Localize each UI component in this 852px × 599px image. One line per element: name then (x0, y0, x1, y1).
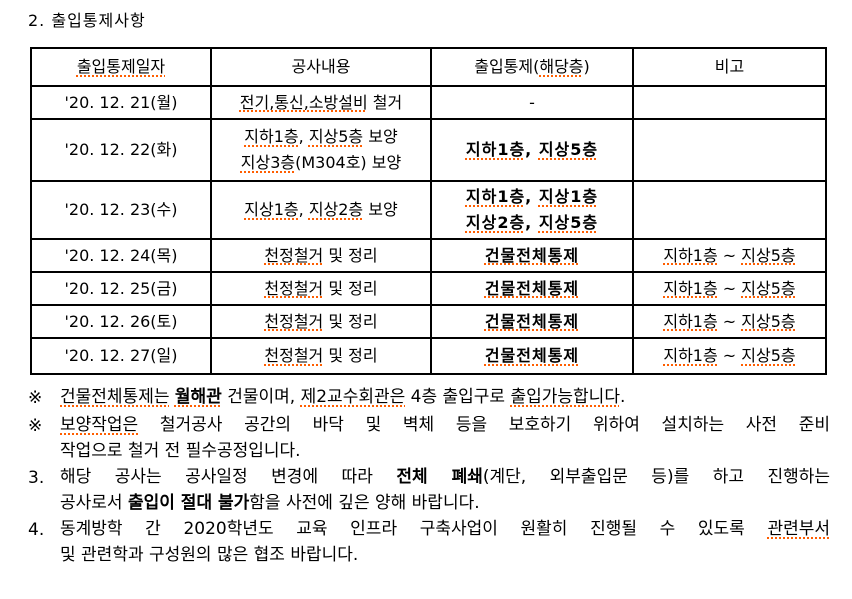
header-control-floors: 출입통제(해당층) (430, 47, 634, 87)
table-row: '20. 12. 21(월) 전기,통신,소방설비 철거 - (30, 85, 827, 120)
cell-control: 건물전체통제 (430, 337, 634, 375)
note-marker: ※ (28, 388, 43, 408)
cell-work: 지상1층, 지상2층 보양 (210, 180, 432, 240)
cell-date: '20. 12. 26(토) (30, 304, 212, 339)
table-row: '20. 12. 27(일) 천정철거 및 정리 건물전체통제 지하1층 ~ 지… (30, 337, 827, 375)
cell-work: 천정철거 및 정리 (210, 271, 432, 306)
note-line: 해당 공사는 공사일정 변경에 따라 전체 폐쇄(계단, 외부출입문 등)를 하… (60, 467, 830, 487)
cell-work: 천정철거 및 정리 (210, 304, 432, 339)
cell-control: - (430, 85, 634, 120)
cell-work: 천정철거 및 정리 (210, 238, 432, 273)
cell-control: 지하1층, 지상1층 지상2층, 지상5층 (430, 180, 634, 240)
table-row: '20. 12. 23(수) 지상1층, 지상2층 보양 지하1층, 지상1층 지… (30, 180, 827, 240)
cell-control: 건물전체통제 (430, 238, 634, 273)
cell-date: '20. 12. 27(일) (30, 337, 212, 375)
cell-remark (632, 85, 827, 120)
table-row: '20. 12. 26(토) 천정철거 및 정리 건물전체통제 지하1층 ~ 지… (30, 304, 827, 339)
header-control-date: 출입통제일자 (30, 47, 212, 87)
cell-control: 지하1층, 지상5층 (430, 118, 634, 182)
note-line: 건물전체통제는 월해관 건물이며, 제2교수회관은 4층 출입구로 출입가능합니… (60, 387, 626, 407)
table-row: '20. 12. 24(목) 천정철거 및 정리 건물전체통제 지하1층 ~ 지… (30, 238, 827, 273)
cell-remark: 지하1층 ~ 지상5층 (632, 238, 827, 273)
note-item-building-control: ※ 건물전체통제는 월해관 건물이며, 제2교수회관은 4층 출입구로 출입가능… (28, 384, 830, 412)
notes-section: ※ 건물전체통제는 월해관 건물이며, 제2교수회관은 4층 출입구로 출입가능… (28, 384, 830, 568)
note-line: 및 관련학과 구성원의 많은 협조 바랍니다. (60, 545, 359, 565)
note-marker: 3. (28, 468, 45, 488)
cell-date: '20. 12. 21(월) (30, 85, 212, 120)
cell-remark: 지하1층 ~ 지상5층 (632, 271, 827, 306)
page-title: 2. 출입통제사항 (28, 11, 146, 30)
cell-work: 천정철거 및 정리 (210, 337, 432, 375)
cell-remark (632, 118, 827, 182)
cell-control: 건물전체통제 (430, 304, 634, 339)
note-line: 작업으로 철거 전 필수공정입니다. (60, 441, 301, 461)
cell-work: 전기,통신,소방설비 철거 (210, 85, 432, 120)
table-row: '20. 12. 25(금) 천정철거 및 정리 건물전체통제 지하1층 ~ 지… (30, 271, 827, 306)
cell-date: '20. 12. 22(화) (30, 118, 212, 182)
header-work-content: 공사내용 (210, 47, 432, 87)
cell-date: '20. 12. 25(금) (30, 271, 212, 306)
access-control-table: 출입통제일자 공사내용 출입통제(해당층) 비고 '20. 12. 21(월) … (30, 47, 827, 375)
note-item-4-cooperation: 4. 동계방학 간 2020학년도 교육 인프라 구축사업이 원활히 진행될 수… (28, 516, 830, 568)
note-marker: 4. (28, 520, 45, 540)
note-line: 동계방학 간 2020학년도 교육 인프라 구축사업이 원활히 진행될 수 있도… (60, 519, 830, 539)
note-item-3-closure: 3. 해당 공사는 공사일정 변경에 따라 전체 폐쇄(계단, 외부출입문 등)… (28, 464, 830, 516)
header-remark: 비고 (632, 47, 827, 87)
cell-remark: 지하1층 ~ 지상5층 (632, 304, 827, 339)
note-item-protection-work: ※ 보양작업은 철거공사 공간의 바닥 및 벽체 등을 보호하기 위하여 설치하… (28, 412, 830, 464)
cell-date: '20. 12. 23(수) (30, 180, 212, 240)
note-line: 보양작업은 철거공사 공간의 바닥 및 벽체 등을 보호하기 위하여 설치하는 … (60, 415, 830, 435)
note-marker: ※ (28, 416, 43, 436)
note-line: 공사로서 출입이 절대 불가함을 사전에 깊은 양해 바랍니다. (60, 493, 480, 513)
table-header-row: 출입통제일자 공사내용 출입통제(해당층) 비고 (30, 47, 827, 87)
cell-remark: 지하1층 ~ 지상5층 (632, 337, 827, 375)
cell-work: 지하1층, 지상5층 보양 지상3층(M304호) 보양 (210, 118, 432, 182)
cell-date: '20. 12. 24(목) (30, 238, 212, 273)
cell-control: 건물전체통제 (430, 271, 634, 306)
cell-remark (632, 180, 827, 240)
table-row: '20. 12. 22(화) 지하1층, 지상5층 보양 지상3층(M304호) … (30, 118, 827, 182)
